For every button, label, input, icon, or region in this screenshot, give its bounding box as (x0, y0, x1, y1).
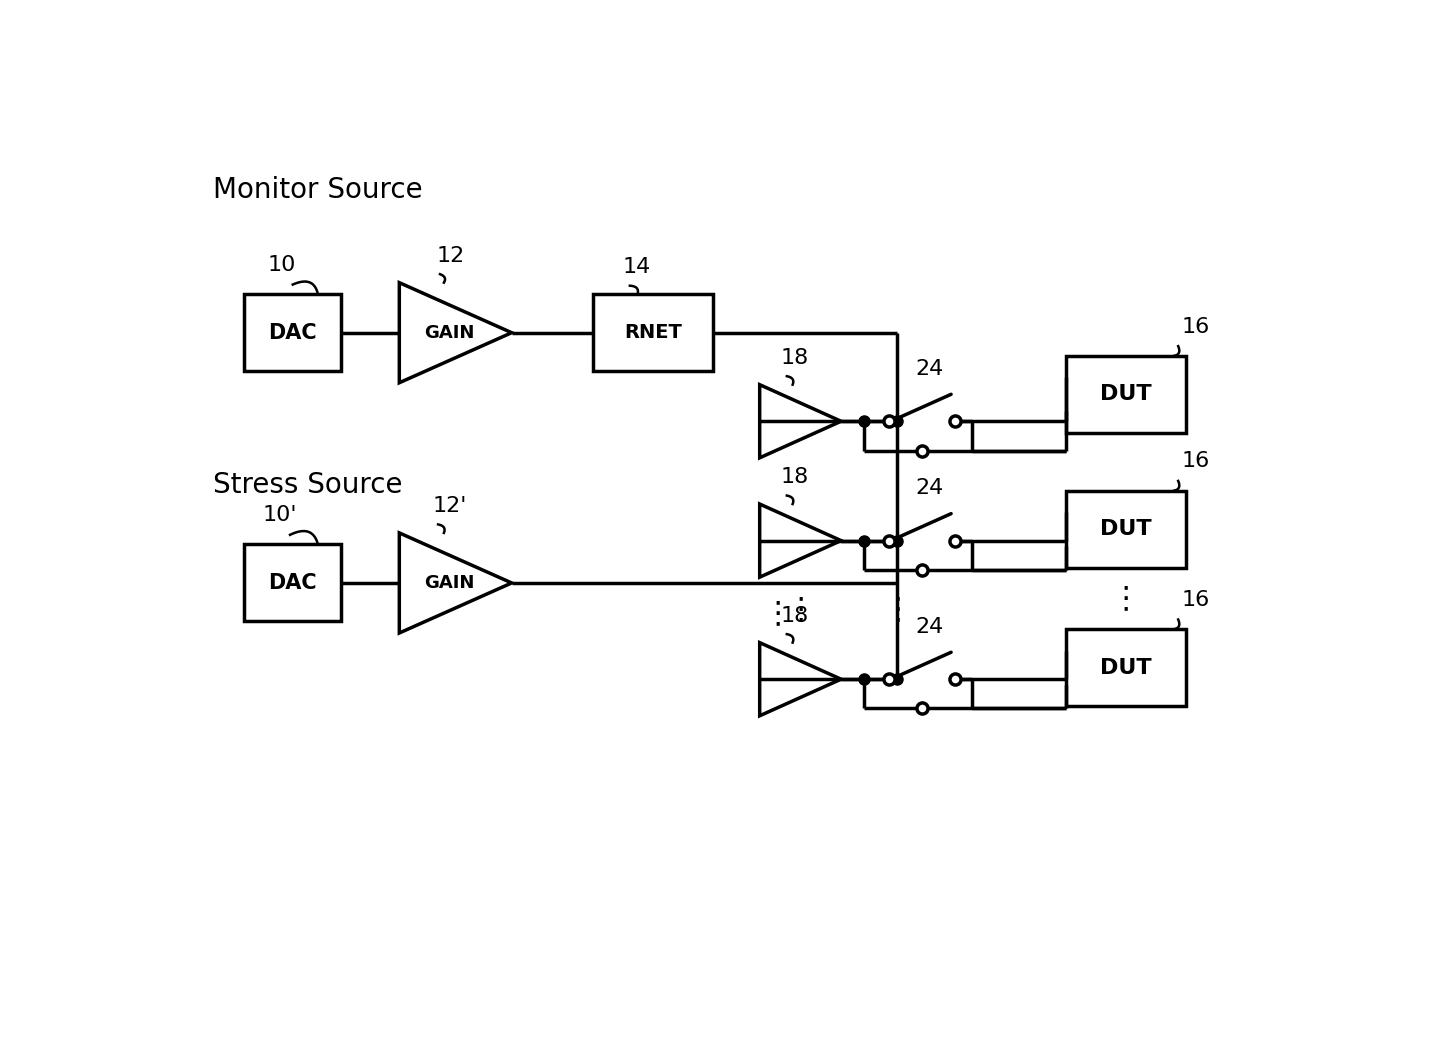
Text: Stress Source: Stress Source (214, 471, 403, 499)
Bar (244, 545, 341, 622)
Polygon shape (400, 532, 512, 633)
Polygon shape (759, 385, 841, 458)
Text: ⋮: ⋮ (762, 599, 792, 628)
Text: 12': 12' (433, 496, 466, 516)
Text: DUT: DUT (1100, 519, 1152, 539)
Bar (1066, 491, 1186, 568)
Text: ⋮: ⋮ (882, 595, 912, 624)
Text: ⋮: ⋮ (785, 595, 815, 624)
Text: GAIN: GAIN (424, 574, 475, 592)
Polygon shape (759, 643, 841, 716)
Text: 24: 24 (916, 617, 944, 636)
Text: ⋮: ⋮ (1111, 583, 1141, 613)
Text: Monitor Source: Monitor Source (214, 176, 423, 204)
Text: DAC: DAC (268, 573, 317, 593)
Polygon shape (400, 283, 512, 383)
Text: DAC: DAC (268, 322, 317, 343)
Text: 24: 24 (916, 478, 944, 498)
Text: DUT: DUT (1100, 657, 1152, 678)
Text: 16: 16 (1182, 590, 1211, 609)
Text: GAIN: GAIN (424, 323, 475, 342)
Text: 16: 16 (1182, 316, 1211, 337)
Text: 18: 18 (781, 347, 810, 368)
Text: 18: 18 (781, 605, 810, 626)
Text: 10': 10' (263, 505, 297, 525)
Bar (593, 294, 713, 371)
Text: 10: 10 (267, 255, 296, 275)
Bar (1066, 356, 1186, 433)
Bar (244, 294, 341, 371)
Text: 12: 12 (436, 245, 465, 265)
Polygon shape (759, 504, 841, 577)
Text: 24: 24 (916, 359, 944, 379)
Text: RNET: RNET (625, 323, 683, 342)
Text: 16: 16 (1182, 451, 1211, 471)
Text: DUT: DUT (1100, 385, 1152, 405)
Bar (1066, 629, 1186, 706)
Text: 18: 18 (781, 467, 810, 487)
Text: 14: 14 (622, 257, 651, 278)
